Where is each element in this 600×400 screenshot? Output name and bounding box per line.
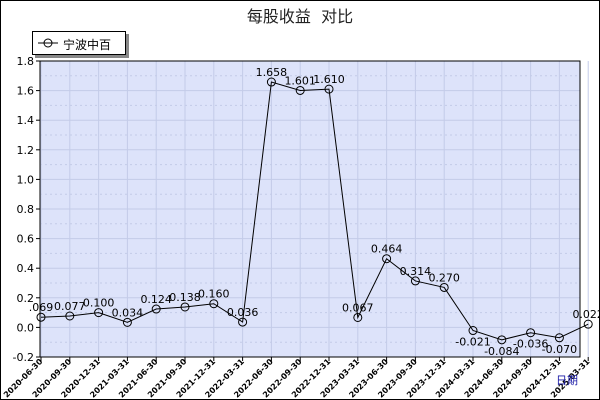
data-label: 1.601 <box>284 74 316 87</box>
series-line <box>40 81 589 341</box>
data-label: 0.270 <box>428 271 460 284</box>
data-point <box>36 312 46 322</box>
data-label: -0.036 <box>513 338 548 351</box>
data-point <box>295 85 305 95</box>
y-tick-label: 1.8 <box>17 55 35 68</box>
data-point <box>410 276 420 286</box>
legend-marker-icon <box>38 38 58 48</box>
data-point <box>209 299 219 309</box>
data-label: -0.021 <box>455 336 490 349</box>
y-tick-label: -0.2 <box>13 351 34 364</box>
y-tick-label: 1.4 <box>17 114 35 127</box>
grid-lines <box>40 60 589 358</box>
data-label: 1.658 <box>256 66 288 79</box>
y-tick-label: 0.8 <box>17 203 35 216</box>
y-tick-label: 1.2 <box>17 144 35 157</box>
data-points <box>36 77 593 345</box>
data-point <box>238 317 248 327</box>
x-axis-title: 日期 <box>556 374 578 387</box>
y-tick-label: 1.6 <box>17 85 35 98</box>
data-point <box>266 77 276 87</box>
y-axis-tick-labels: -0.2 0.0 0.2 0.4 0.6 0.8 1.0 1.2 1.4 1.6 1.8 <box>13 55 34 364</box>
y-tick-label: 1.0 <box>17 173 35 186</box>
data-point <box>468 326 478 336</box>
data-point <box>65 311 75 321</box>
data-point <box>122 317 132 327</box>
data-point <box>554 333 564 343</box>
data-label: -0.084 <box>484 345 519 358</box>
data-label: 0.077 <box>54 300 86 313</box>
data-label: -0.070 <box>542 343 577 356</box>
data-label: 0.034 <box>112 306 144 319</box>
data-label: 0.022 <box>572 308 600 321</box>
data-label: 0.100 <box>83 297 115 310</box>
data-point <box>439 282 449 292</box>
y-tick-label: 0.4 <box>17 262 35 275</box>
data-label: 1.610 <box>313 73 345 86</box>
data-point <box>526 328 536 338</box>
data-point <box>151 304 161 314</box>
axes <box>36 60 589 361</box>
data-label: 0.036 <box>227 306 259 319</box>
y-tick-label: 0.6 <box>17 233 35 246</box>
data-point <box>94 308 104 318</box>
data-point <box>180 302 190 312</box>
data-point <box>324 84 334 94</box>
legend-label: 宁波中百 <box>63 38 112 52</box>
x-axis-tick-labels: 2020-06-302020-09-302020-12-312021-03-31… <box>2 357 592 400</box>
legend: 宁波中百 <box>32 31 126 55</box>
chart-title: 每股收益 对比 <box>247 7 353 26</box>
data-label: 0.138 <box>169 291 201 304</box>
data-point <box>497 335 507 345</box>
y-tick-label: 0.0 <box>17 321 35 334</box>
data-point <box>583 319 593 329</box>
data-label: 0.067 <box>342 301 374 314</box>
data-label: 0.160 <box>198 288 230 301</box>
data-point <box>382 254 392 264</box>
y-tick-label: 0.2 <box>17 292 35 305</box>
data-label: .069 <box>29 301 54 314</box>
data-label: 0.464 <box>371 243 403 256</box>
data-point <box>353 312 363 322</box>
data-label: 0.124 <box>140 293 172 306</box>
data-label: 0.314 <box>400 265 432 278</box>
